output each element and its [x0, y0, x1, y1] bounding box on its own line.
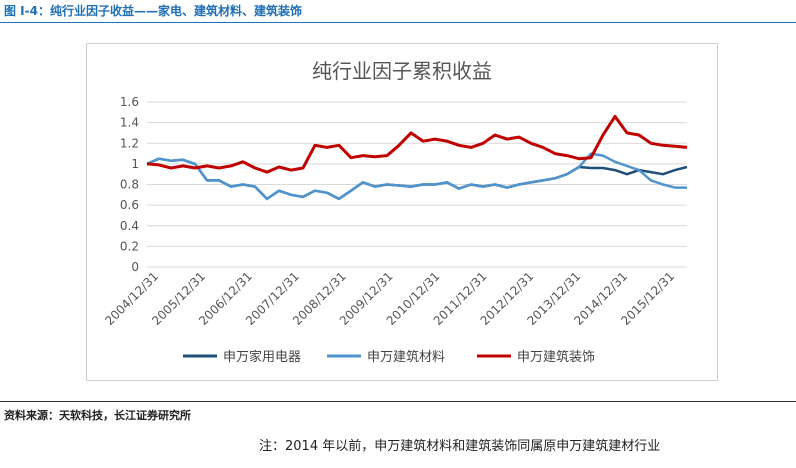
line-chart: 纯行业因子累积收益 1.6 1.4 1.2 1 0.8 0.6 0.4 0.2 0 2004/1… — [102, 59, 688, 365]
series-line-3 — [146, 114, 688, 174]
y-axis-ticks: 1.6 1.4 1.2 1 0.8 0.6 0.4 0.2 0 — [120, 95, 139, 274]
y-tick-label: 0.4 — [120, 219, 139, 233]
y-tick-label: 0 — [131, 260, 139, 274]
top-divider — [0, 22, 796, 23]
legend-label: 申万建筑材料 — [367, 349, 445, 365]
y-tick-label: 0.2 — [120, 239, 139, 253]
x-axis-ticks: 2004/12/312005/12/312006/12/312007/12/31… — [102, 269, 677, 328]
y-tick-label: 1 — [131, 157, 139, 171]
y-tick-label: 0.8 — [120, 178, 139, 192]
series-line-2 — [146, 152, 687, 201]
data-source: 资料来源：天软科技，长江证券研究所 — [4, 409, 191, 422]
y-tick-label: 1.6 — [120, 95, 139, 109]
y-tick-label: 1.2 — [120, 136, 139, 150]
series-lines — [146, 114, 688, 201]
figure-title: 图 I-4：纯行业因子收益——家电、建筑材料、建筑装饰 — [4, 4, 302, 18]
series-line-1 — [146, 157, 688, 201]
legend-label: 申万建筑装饰 — [517, 349, 595, 365]
footnote: 注：2014 年以前，申万建筑材料和建筑装饰同属原申万建筑建材行业 — [259, 439, 661, 454]
chart-title: 纯行业因子累积收益 — [312, 59, 492, 83]
y-tick-label: 1.4 — [120, 116, 139, 130]
y-tick-label: 0.6 — [120, 198, 139, 212]
legend-label: 申万家用电器 — [223, 349, 301, 365]
bottom-divider — [0, 401, 796, 402]
chart-legend: 申万家用电器 申万建筑材料 申万建筑装饰 — [183, 349, 595, 365]
chart-frame: 纯行业因子累积收益 1.6 1.4 1.2 1 0.8 0.6 0.4 0.2 0 2004/1… — [86, 43, 718, 381]
